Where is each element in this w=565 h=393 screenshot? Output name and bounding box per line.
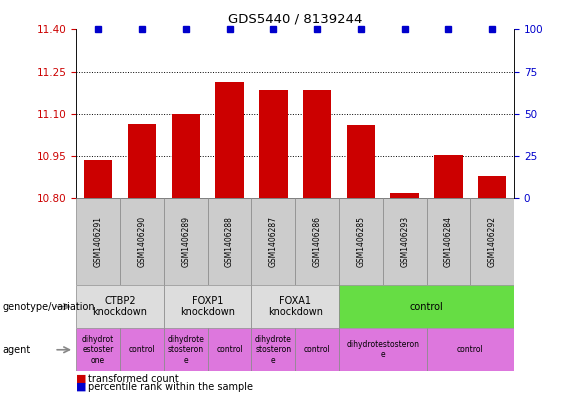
Text: GSM1406290: GSM1406290 — [137, 216, 146, 267]
Text: FOXA1
knockdown: FOXA1 knockdown — [268, 296, 323, 317]
Bar — [208, 198, 251, 285]
Bar — [84, 160, 112, 198]
Bar — [251, 328, 295, 371]
Bar — [76, 285, 164, 328]
Bar — [251, 285, 339, 328]
Text: transformed count: transformed count — [88, 374, 179, 384]
Text: dihydrotestosteron
e: dihydrotestosteron e — [346, 340, 419, 360]
Bar — [76, 198, 120, 285]
Text: dihydrote
stosteron
e: dihydrote stosteron e — [167, 335, 204, 365]
Text: GSM1406286: GSM1406286 — [312, 216, 321, 267]
Text: GSM1406289: GSM1406289 — [181, 216, 190, 267]
Bar — [120, 328, 164, 371]
Bar — [339, 198, 383, 285]
Text: GSM1406291: GSM1406291 — [94, 216, 103, 267]
Text: ■: ■ — [76, 382, 87, 392]
Bar — [303, 90, 331, 198]
Bar — [215, 82, 244, 198]
Bar — [259, 90, 288, 198]
Text: CTBP2
knockdown: CTBP2 knockdown — [93, 296, 147, 317]
Bar — [164, 285, 251, 328]
Text: genotype/variation: genotype/variation — [3, 301, 95, 312]
Text: dihydrote
stosteron
e: dihydrote stosteron e — [255, 335, 292, 365]
Text: control: control — [129, 345, 155, 354]
Text: control: control — [304, 345, 331, 354]
Text: control: control — [457, 345, 484, 354]
Bar — [390, 193, 419, 198]
Title: GDS5440 / 8139244: GDS5440 / 8139244 — [228, 13, 362, 26]
Bar — [76, 328, 120, 371]
Bar — [427, 328, 514, 371]
Bar — [434, 155, 463, 198]
Bar — [164, 328, 208, 371]
Bar — [164, 198, 208, 285]
Bar — [208, 328, 251, 371]
Bar — [295, 198, 339, 285]
Text: control: control — [216, 345, 243, 354]
Text: GSM1406293: GSM1406293 — [400, 216, 409, 267]
Bar — [128, 124, 156, 198]
Text: control: control — [410, 301, 444, 312]
Bar — [251, 198, 295, 285]
Bar — [172, 114, 200, 198]
Text: GSM1406288: GSM1406288 — [225, 216, 234, 267]
Text: FOXP1
knockdown: FOXP1 knockdown — [180, 296, 235, 317]
Text: GSM1406292: GSM1406292 — [488, 216, 497, 267]
Text: agent: agent — [3, 345, 31, 355]
Text: ■: ■ — [76, 374, 87, 384]
Bar — [339, 285, 514, 328]
Text: GSM1406284: GSM1406284 — [444, 216, 453, 267]
Text: GSM1406285: GSM1406285 — [357, 216, 366, 267]
Bar — [470, 198, 514, 285]
Bar — [339, 328, 427, 371]
Text: percentile rank within the sample: percentile rank within the sample — [88, 382, 253, 392]
Text: GSM1406287: GSM1406287 — [269, 216, 278, 267]
Bar — [427, 198, 470, 285]
Bar — [478, 176, 506, 198]
Bar — [295, 328, 339, 371]
Bar — [383, 198, 427, 285]
Bar — [347, 125, 375, 198]
Bar — [120, 198, 164, 285]
Text: dihydrot
estoster
one: dihydrot estoster one — [82, 335, 114, 365]
